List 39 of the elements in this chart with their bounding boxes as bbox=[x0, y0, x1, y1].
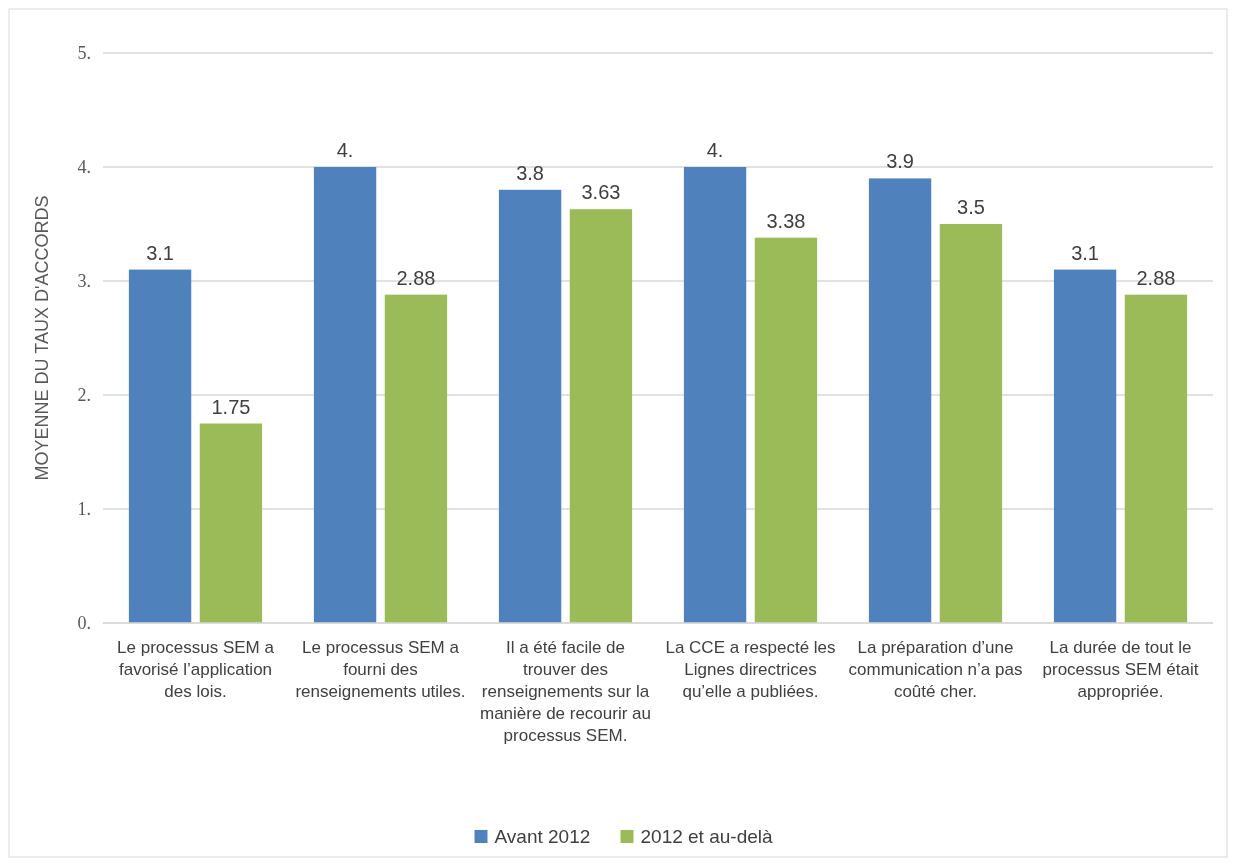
data-label: 2.88 bbox=[1136, 266, 1176, 289]
bar bbox=[754, 237, 818, 623]
y-tick-label: 4. bbox=[77, 157, 91, 178]
bar bbox=[683, 167, 747, 623]
data-label: 3.63 bbox=[581, 181, 621, 204]
bar bbox=[939, 224, 1003, 623]
data-label: 3.8 bbox=[516, 161, 544, 184]
x-tick-label: La préparation d’une communication n’a pas coûté cher. bbox=[848, 638, 1023, 701]
x-tick-label: Le processus SEM a fourni des renseignements utiles. bbox=[295, 638, 466, 701]
y-axis-title: MOYENNE DU TAUX D'ACCORDS bbox=[32, 195, 52, 481]
x-tick-label: Le processus SEM a favorisé l’application des lois. bbox=[117, 638, 275, 701]
data-label: 3.5 bbox=[957, 196, 985, 218]
bar bbox=[199, 423, 263, 623]
bar bbox=[128, 269, 192, 623]
data-label: 1.75 bbox=[211, 395, 251, 418]
data-label: 3.9 bbox=[886, 150, 914, 173]
y-tick-label: 3. bbox=[77, 271, 91, 292]
legend-label: Avant 2012 bbox=[494, 825, 591, 847]
x-tick-label: Il a été facile de trouver des renseignements sur la manière de recourir au processus SEM. bbox=[479, 638, 652, 745]
y-tick-label: 0. bbox=[77, 613, 91, 634]
x-tick-label: La CCE a respecté les Lignes directrices qu’elle a publiées. bbox=[665, 638, 836, 701]
bar bbox=[868, 178, 932, 623]
data-label: 3.1 bbox=[1071, 241, 1099, 264]
data-label: 4. bbox=[336, 139, 354, 161]
data-label: 3.38 bbox=[766, 209, 806, 232]
bar bbox=[1124, 294, 1188, 623]
bar bbox=[569, 209, 633, 623]
y-tick-label: 2. bbox=[77, 385, 91, 406]
bar bbox=[498, 189, 562, 623]
bar bbox=[384, 294, 448, 623]
data-label: 3.1 bbox=[146, 241, 174, 264]
data-label: 4. bbox=[706, 139, 724, 161]
bar bbox=[313, 167, 377, 623]
x-tick-label: La durée de tout le processus SEM était appropriée. bbox=[1042, 638, 1199, 701]
bar bbox=[1053, 269, 1117, 623]
legend-label: 2012 et au-delà bbox=[640, 825, 773, 847]
data-label: 2.88 bbox=[396, 266, 436, 289]
y-tick-label: 1. bbox=[77, 499, 91, 520]
y-tick-label: 5. bbox=[77, 43, 91, 64]
